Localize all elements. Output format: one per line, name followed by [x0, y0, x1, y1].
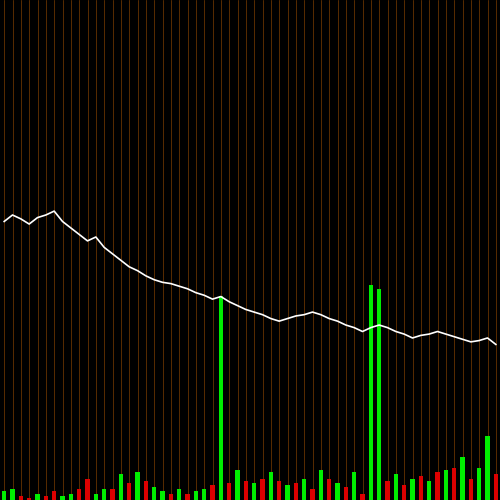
- Bar: [394, 474, 398, 500]
- Bar: [468, 478, 473, 500]
- Bar: [327, 478, 332, 500]
- Bar: [352, 472, 356, 500]
- Bar: [360, 494, 365, 500]
- Bar: [202, 489, 206, 500]
- Bar: [477, 468, 482, 500]
- Bar: [177, 489, 182, 500]
- Bar: [227, 483, 232, 500]
- Bar: [52, 492, 56, 500]
- Bar: [402, 485, 406, 500]
- Bar: [435, 472, 440, 500]
- Bar: [260, 478, 265, 500]
- Bar: [244, 480, 248, 500]
- Bar: [85, 478, 90, 500]
- Bar: [185, 494, 190, 500]
- Bar: [410, 478, 415, 500]
- Bar: [344, 487, 348, 500]
- Bar: [102, 489, 106, 500]
- Bar: [77, 489, 82, 500]
- Bar: [127, 483, 132, 500]
- Bar: [494, 474, 498, 500]
- Bar: [135, 472, 140, 500]
- Bar: [460, 457, 465, 500]
- Bar: [418, 476, 423, 500]
- Bar: [427, 480, 432, 500]
- Bar: [118, 474, 123, 500]
- Bar: [60, 496, 65, 500]
- Bar: [335, 483, 340, 500]
- Bar: [152, 487, 156, 500]
- Bar: [377, 290, 382, 500]
- Bar: [268, 472, 273, 500]
- Bar: [285, 485, 290, 500]
- Bar: [218, 296, 223, 500]
- Bar: [452, 468, 456, 500]
- Bar: [110, 489, 115, 500]
- Bar: [310, 489, 315, 500]
- Bar: [385, 480, 390, 500]
- Bar: [277, 480, 281, 500]
- Bar: [302, 478, 306, 500]
- Bar: [194, 492, 198, 500]
- Bar: [44, 496, 48, 500]
- Bar: [444, 470, 448, 500]
- Bar: [144, 480, 148, 500]
- Bar: [2, 492, 6, 500]
- Bar: [294, 483, 298, 500]
- Bar: [35, 494, 40, 500]
- Bar: [235, 470, 240, 500]
- Bar: [160, 492, 165, 500]
- Bar: [210, 485, 215, 500]
- Bar: [18, 496, 23, 500]
- Bar: [27, 498, 32, 500]
- Bar: [252, 483, 256, 500]
- Bar: [68, 494, 73, 500]
- Bar: [485, 436, 490, 500]
- Bar: [368, 285, 373, 500]
- Bar: [318, 470, 323, 500]
- Bar: [168, 494, 173, 500]
- Bar: [94, 494, 98, 500]
- Bar: [10, 489, 15, 500]
